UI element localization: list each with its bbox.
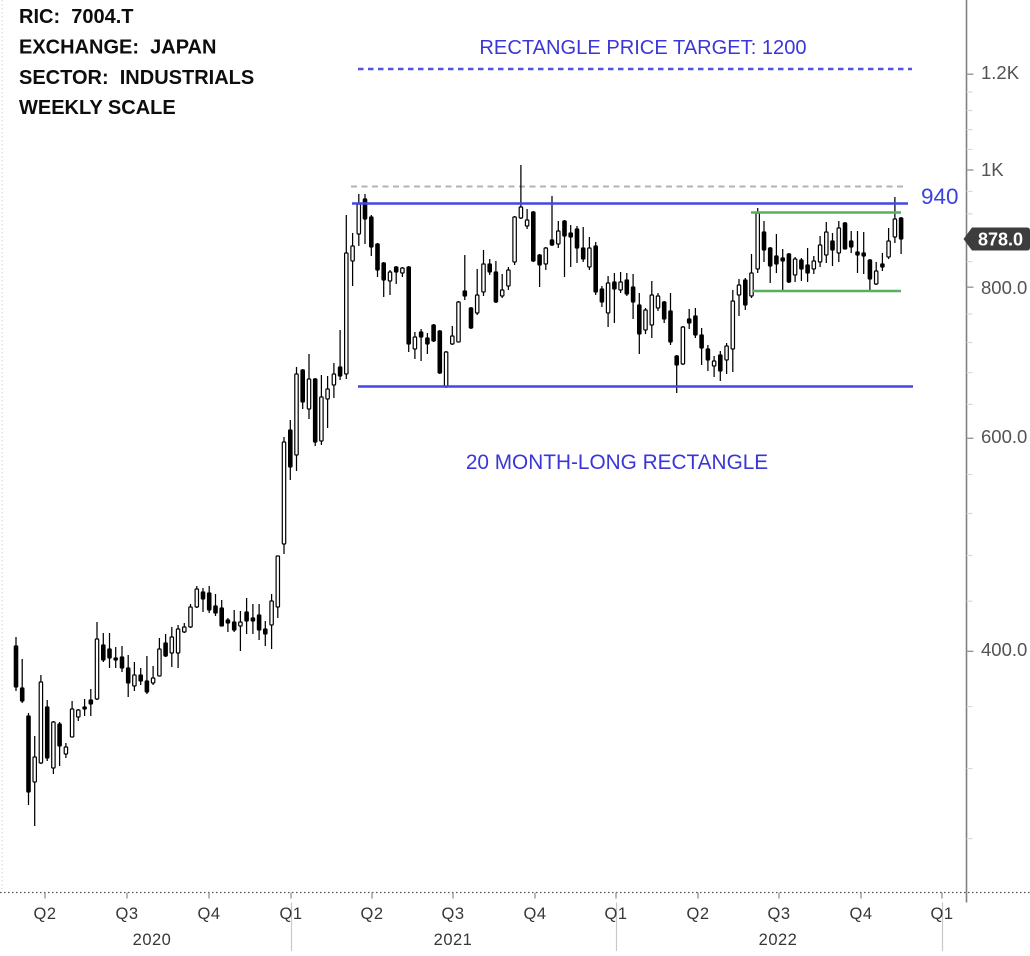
svg-text:400.0: 400.0 [981, 639, 1027, 660]
svg-text:RIC: 7004.T: RIC: 7004.T [19, 6, 133, 28]
svg-text:20 MONTH-LONG RECTANGLE: 20 MONTH-LONG RECTANGLE [466, 451, 768, 474]
svg-text:878.0: 878.0 [978, 230, 1023, 250]
svg-text:EXCHANGE: JAPAN: EXCHANGE: JAPAN [19, 37, 216, 59]
svg-text:Q3: Q3 [767, 905, 790, 923]
svg-text:Q4: Q4 [849, 905, 872, 923]
svg-text:Q1: Q1 [279, 905, 302, 923]
svg-text:800.0: 800.0 [981, 277, 1027, 298]
svg-text:SECTOR: INDUSTRIALS: SECTOR: INDUSTRIALS [19, 67, 254, 89]
svg-text:Q3: Q3 [115, 905, 138, 923]
svg-text:2021: 2021 [434, 931, 473, 949]
svg-text:1.2K: 1.2K [981, 62, 1020, 83]
svg-text:Q1: Q1 [604, 905, 627, 923]
svg-text:2020: 2020 [133, 931, 172, 949]
svg-text:Q2: Q2 [33, 905, 56, 923]
svg-text:600.0: 600.0 [981, 426, 1027, 447]
svg-text:Q4: Q4 [197, 905, 220, 923]
svg-text:Q2: Q2 [686, 905, 709, 923]
svg-text:1K: 1K [981, 159, 1004, 180]
svg-text:Q1: Q1 [930, 905, 953, 923]
svg-text:Q3: Q3 [441, 905, 464, 923]
svg-text:940: 940 [921, 184, 959, 209]
svg-text:RECTANGLE PRICE TARGET: 1200: RECTANGLE PRICE TARGET: 1200 [479, 37, 806, 59]
svg-text:Q4: Q4 [523, 905, 546, 923]
svg-text:Q2: Q2 [360, 905, 383, 923]
svg-text:WEEKLY SCALE: WEEKLY SCALE [19, 97, 176, 119]
svg-text:2022: 2022 [759, 931, 798, 949]
